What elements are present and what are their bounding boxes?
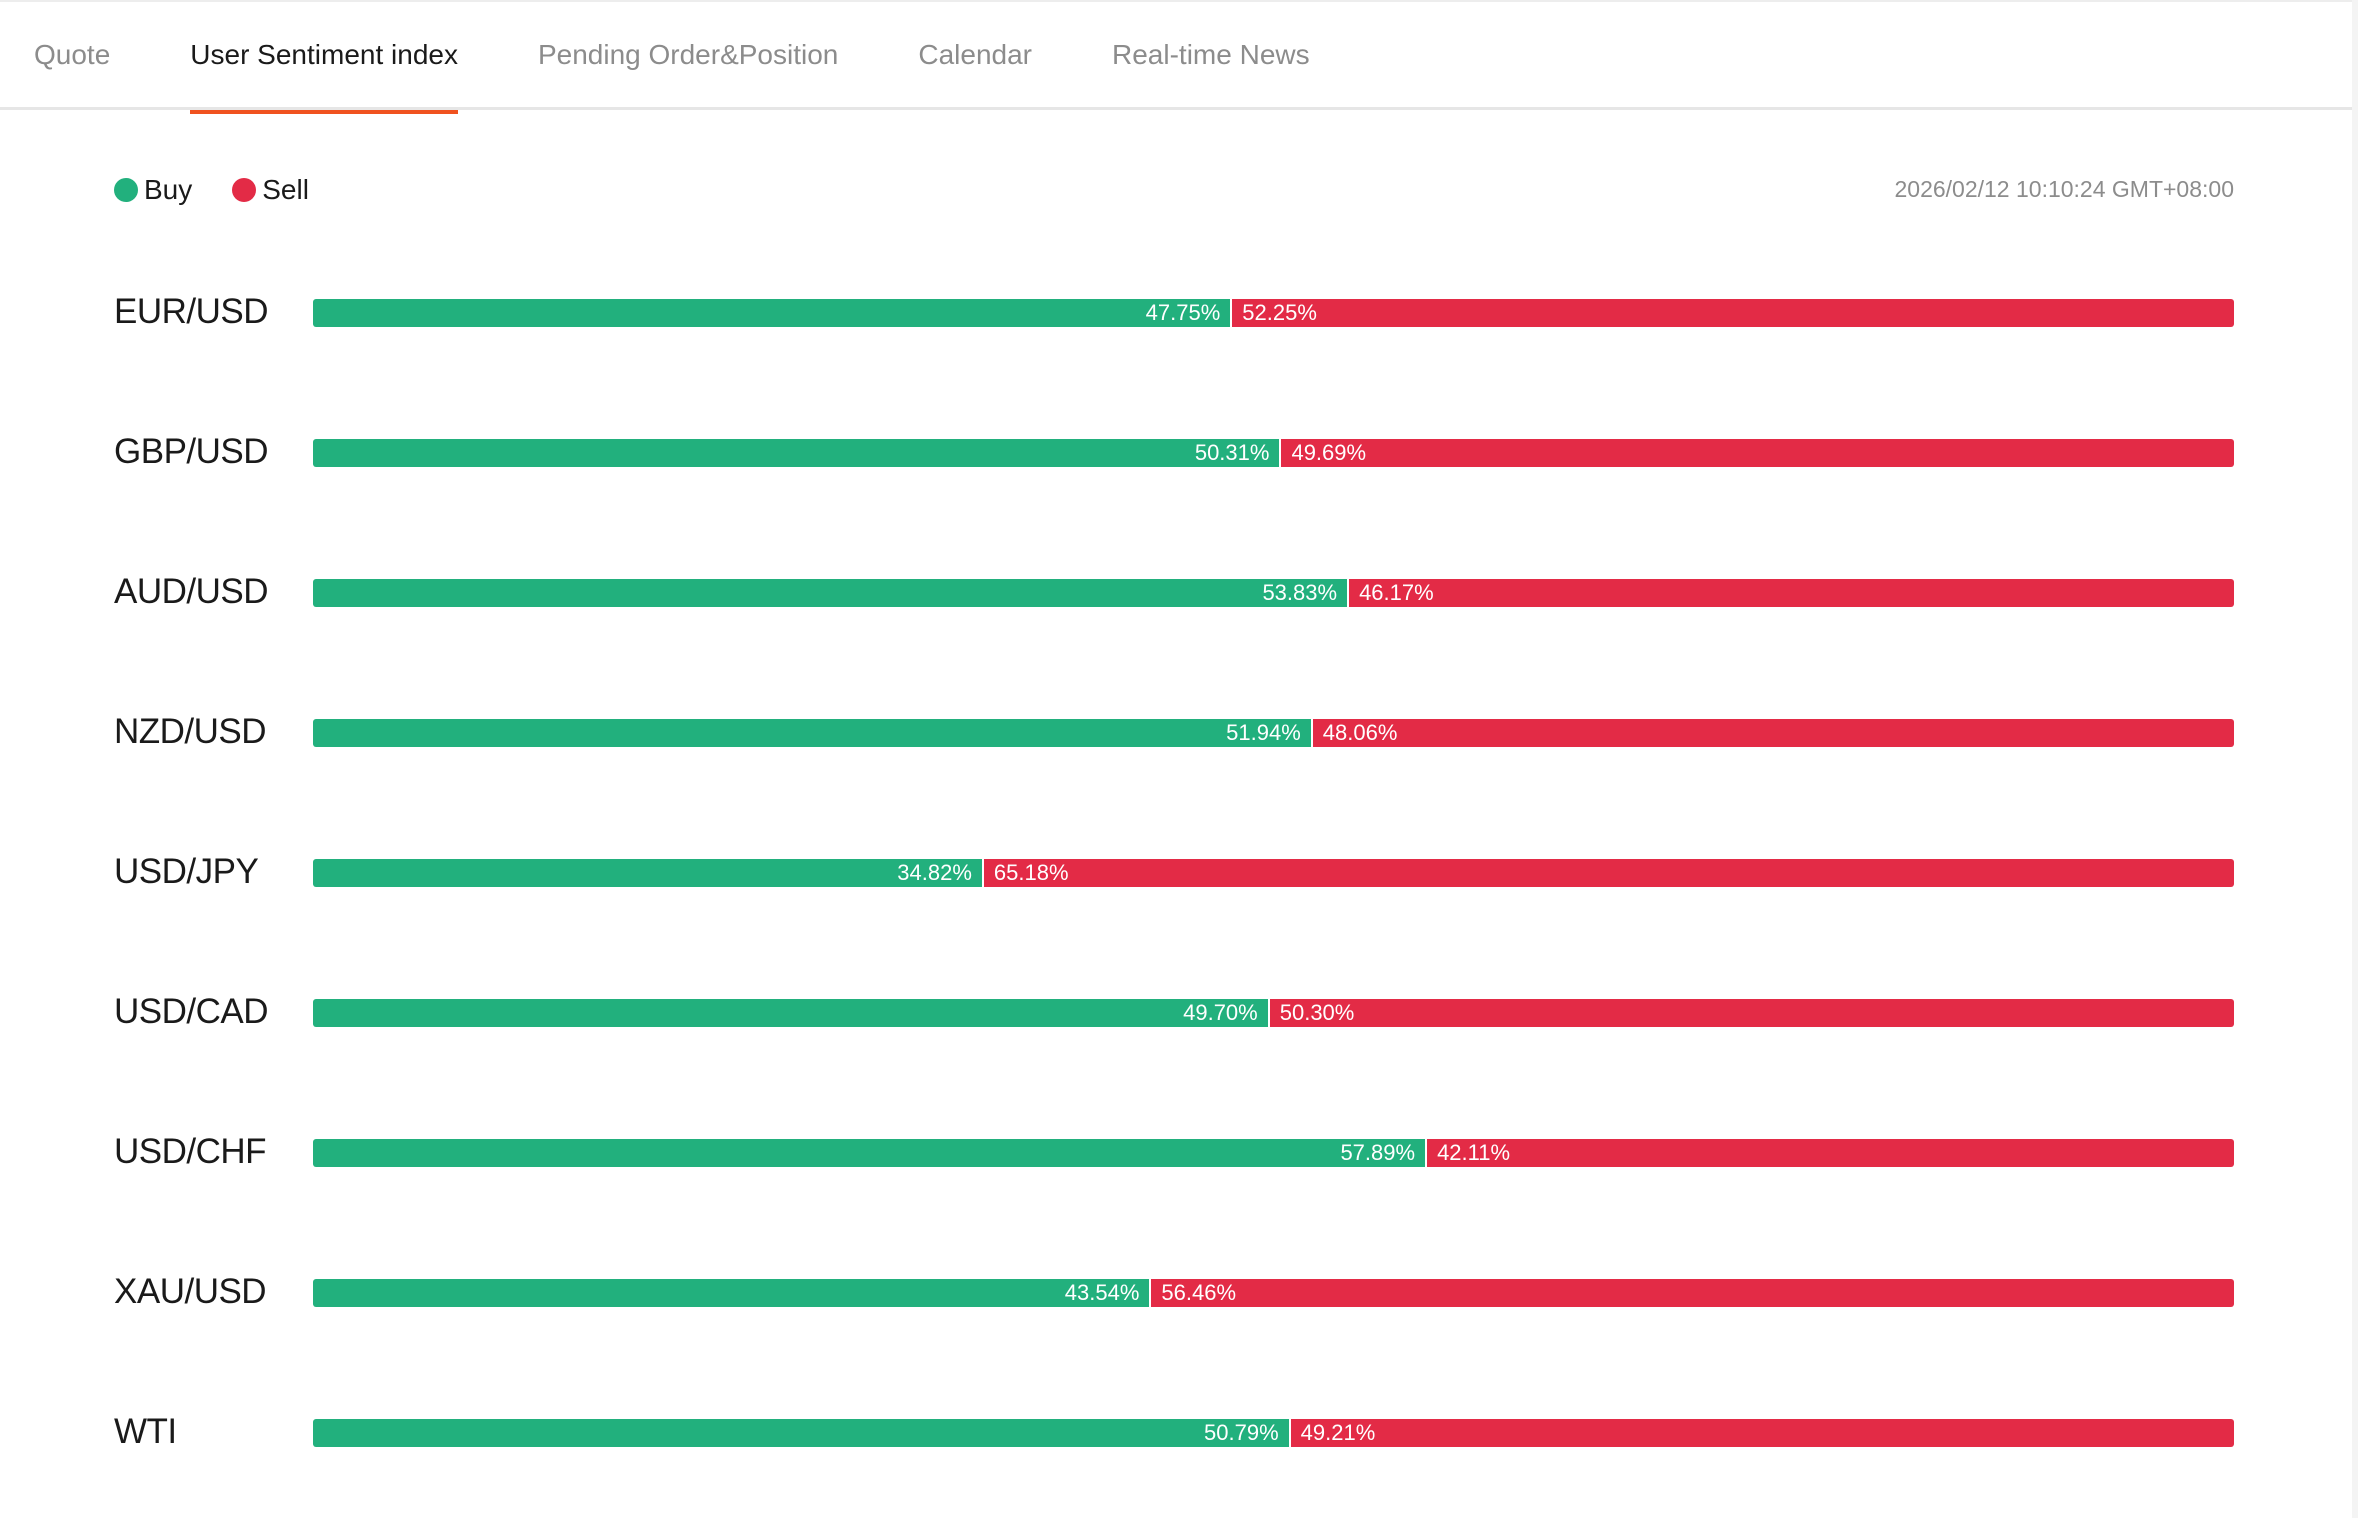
sell-segment: 50.30% bbox=[1269, 999, 2234, 1027]
tab-real-time-news[interactable]: Real-time News bbox=[1112, 39, 1310, 70]
sell-segment: 65.18% bbox=[983, 859, 2234, 887]
sell-segment: 46.17% bbox=[1349, 579, 2234, 607]
scrollbar-gutter bbox=[2352, 0, 2358, 1518]
pair-label: XAU/USD bbox=[114, 1272, 267, 1311]
sentiment-bar: 49.70% 50.30% bbox=[313, 999, 2234, 1027]
tab-pending-order-position[interactable]: Pending Order&Position bbox=[537, 39, 839, 70]
buy-segment: 50.31% bbox=[313, 439, 1280, 467]
sentiment-row: AUD/USD 53.83% 46.17% bbox=[0, 550, 2352, 690]
tab-list: Quote User Sentiment index Pending Order… bbox=[0, 2, 1390, 114]
pair-label: NZD/USD bbox=[114, 712, 267, 751]
buy-segment: 53.83% bbox=[313, 579, 1348, 607]
buy-segment: 47.75% bbox=[313, 299, 1231, 327]
sentiment-row: WTI 50.79% 49.21% bbox=[0, 1390, 2352, 1530]
sentiment-bar: 50.31% 49.69% bbox=[313, 439, 2234, 467]
buy-segment: 34.82% bbox=[313, 859, 982, 887]
tab-quote[interactable]: Quote bbox=[34, 39, 111, 70]
sell-dot-icon bbox=[232, 178, 257, 202]
sentiment-row: USD/CHF 57.89% 42.11% bbox=[0, 1110, 2352, 1250]
sentiment-bar: 47.75% 52.25% bbox=[313, 299, 2234, 327]
sentiment-list: EUR/USD 47.75% 52.25% GBP/USD 50.31% 49.69% AU… bbox=[0, 270, 2352, 1530]
pair-label: USD/JPY bbox=[114, 852, 259, 891]
tab-user-sentiment-index[interactable]: User Sentiment index bbox=[190, 2, 458, 114]
tab-bar: Quote User Sentiment index Pending Order… bbox=[0, 0, 2352, 114]
legend-item-buy: Buy bbox=[114, 174, 192, 206]
pair-label: USD/CAD bbox=[114, 992, 269, 1031]
pair-label: AUD/USD bbox=[114, 572, 269, 611]
buy-segment: 50.79% bbox=[313, 1419, 1289, 1447]
legend-buy-label: Buy bbox=[144, 174, 193, 205]
sell-segment: 49.69% bbox=[1281, 439, 2234, 467]
update-timestamp: 2026/02/12 10:10:24 GMT+08:00 bbox=[1894, 176, 2234, 202]
sentiment-row: EUR/USD 47.75% 52.25% bbox=[0, 270, 2352, 410]
legend-item-sell: Sell bbox=[232, 174, 309, 206]
sell-segment: 56.46% bbox=[1151, 1279, 2234, 1307]
sell-segment: 42.11% bbox=[1427, 1139, 2234, 1167]
sentiment-bar: 50.79% 49.21% bbox=[313, 1419, 2234, 1447]
buy-dot-icon bbox=[114, 178, 138, 202]
legend-sell-label: Sell bbox=[262, 174, 309, 205]
sentiment-bar: 34.82% 65.18% bbox=[313, 859, 2234, 887]
sentiment-row: XAU/USD 43.54% 56.46% bbox=[0, 1250, 2352, 1390]
sentiment-bar: 57.89% 42.11% bbox=[313, 1139, 2234, 1167]
tab-calendar[interactable]: Calendar bbox=[918, 39, 1033, 70]
pair-label: GBP/USD bbox=[114, 432, 269, 471]
sell-segment: 52.25% bbox=[1232, 299, 2234, 327]
sentiment-row: NZD/USD 51.94% 48.06% bbox=[0, 690, 2352, 830]
sentiment-bar: 51.94% 48.06% bbox=[313, 719, 2234, 747]
sentiment-row: USD/CAD 49.70% 50.30% bbox=[0, 970, 2352, 1110]
sentiment-row: GBP/USD 50.31% 49.69% bbox=[0, 410, 2352, 550]
buy-segment: 49.70% bbox=[313, 999, 1268, 1027]
sell-segment: 49.21% bbox=[1290, 1419, 2234, 1447]
pair-label: EUR/USD bbox=[114, 292, 269, 331]
buy-segment: 51.94% bbox=[313, 719, 1311, 747]
pair-label: USD/CHF bbox=[114, 1132, 267, 1171]
sell-segment: 48.06% bbox=[1312, 719, 2234, 747]
buy-segment: 57.89% bbox=[313, 1139, 1426, 1167]
buy-segment: 43.54% bbox=[313, 1279, 1150, 1307]
sentiment-row: USD/JPY 34.82% 65.18% bbox=[0, 830, 2352, 970]
pair-label: WTI bbox=[114, 1412, 177, 1451]
sentiment-bar: 43.54% 56.46% bbox=[313, 1279, 2234, 1307]
sentiment-bar: 53.83% 46.17% bbox=[313, 579, 2234, 607]
legend: Buy Sell bbox=[114, 174, 349, 206]
